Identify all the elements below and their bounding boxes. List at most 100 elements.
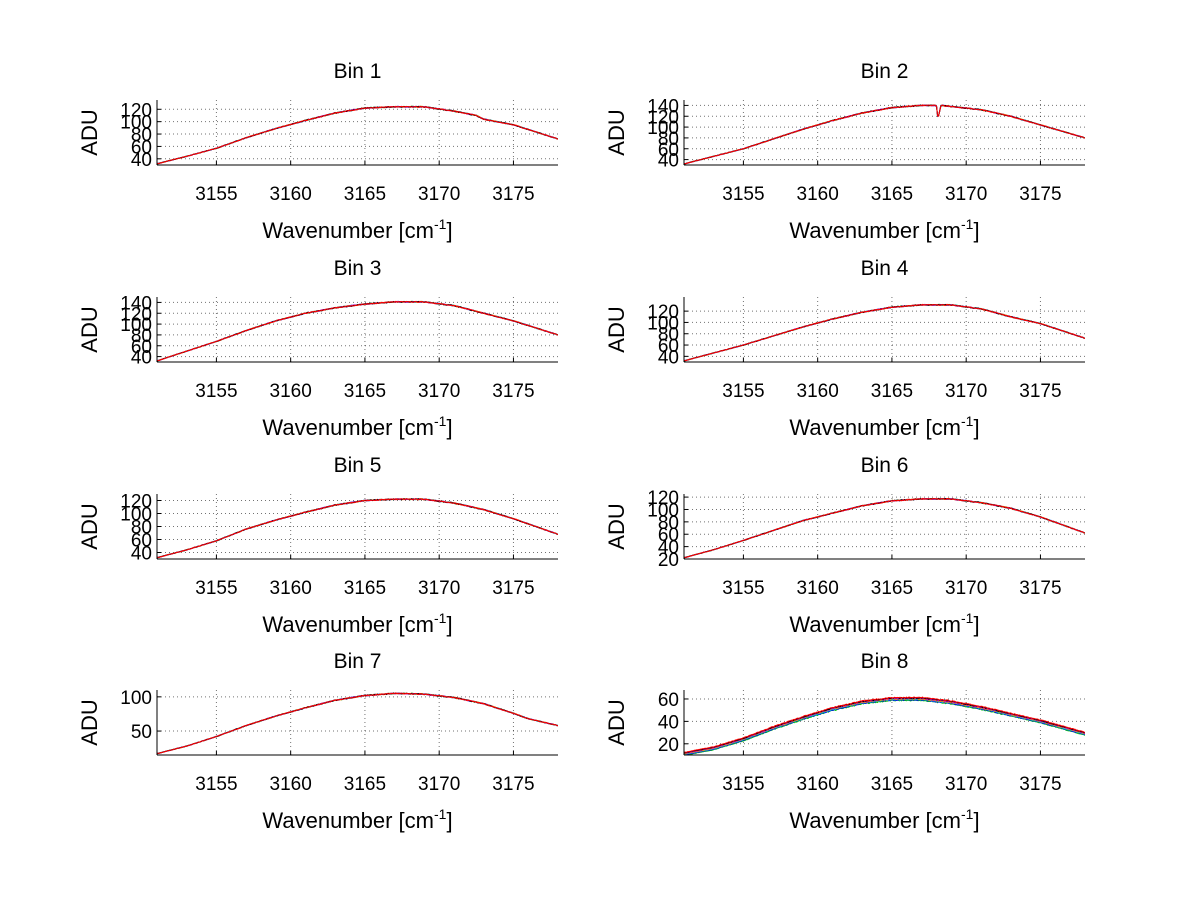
x-tick-label: 3175 xyxy=(1019,578,1061,599)
x-axis-label-close: ] xyxy=(446,808,452,833)
y-axis-label: ADU xyxy=(604,699,629,745)
y-tick-label: 40 xyxy=(131,150,152,171)
x-tick-label: 3160 xyxy=(270,578,312,599)
y-tick-label: 40 xyxy=(658,712,679,733)
x-tick-label: 3170 xyxy=(945,184,987,205)
x-tick-label: 3155 xyxy=(195,774,237,795)
x-axis-label: Wavenumber [cm-1] xyxy=(789,610,979,637)
y-tick-label: 50 xyxy=(131,722,152,743)
subplot-title: Bin 8 xyxy=(861,650,909,673)
x-axis-label: Wavenumber [cm-1] xyxy=(789,216,979,243)
subplot-bin-7: Bin 7 3155 3160 3165 3170 3175 50 100 Wavenumber… xyxy=(77,650,558,833)
x-axis-label-close: ] xyxy=(973,808,979,833)
subplot-title: Bin 1 xyxy=(334,60,382,83)
x-tick-label: 3165 xyxy=(344,578,386,599)
x-tick-label: 3155 xyxy=(195,184,237,205)
y-tick-label: 100 xyxy=(120,315,152,336)
y-tick-label: 100 xyxy=(120,505,152,526)
x-axis-label-main: Wavenumber [cm xyxy=(262,808,434,833)
x-tick-label: 3165 xyxy=(344,774,386,795)
y-tick-label: 80 xyxy=(658,129,679,150)
y-tick-label: 40 xyxy=(131,348,152,369)
y-tick-label: 40 xyxy=(658,538,679,559)
x-tick-label: 3160 xyxy=(797,184,839,205)
x-axis-label-main: Wavenumber [cm xyxy=(789,415,961,440)
y-tick-label: 100 xyxy=(120,688,152,709)
x-tick-label: 3160 xyxy=(270,774,312,795)
y-axis-label: ADU xyxy=(77,503,102,549)
x-tick-label: 3160 xyxy=(270,381,312,402)
x-tick-label: 3160 xyxy=(797,774,839,795)
x-tick-label: 3155 xyxy=(195,381,237,402)
y-tick-label: 80 xyxy=(131,125,152,146)
subplot-bin-2: Bin 2 3155 3160 3165 3170 3175 406080100120140… xyxy=(604,60,1085,243)
y-tick-label: 100 xyxy=(647,118,679,139)
y-tick-label: 60 xyxy=(658,690,679,711)
spectrum-line xyxy=(157,498,558,558)
x-axis-label-exponent: -1 xyxy=(961,413,974,429)
subplot-title: Bin 3 xyxy=(334,257,382,280)
x-tick-label: 3175 xyxy=(1019,381,1061,402)
x-tick-label: 3160 xyxy=(797,381,839,402)
x-tick-label: 3170 xyxy=(418,381,460,402)
x-tick-label: 3155 xyxy=(722,578,764,599)
y-tick-label: 60 xyxy=(131,531,152,552)
y-tick-label: 140 xyxy=(647,96,679,117)
y-tick-label: 120 xyxy=(120,492,152,513)
y-axis-label: ADU xyxy=(604,503,629,549)
y-tick-label: 80 xyxy=(131,518,152,539)
x-tick-label: 3170 xyxy=(418,774,460,795)
x-axis-label-main: Wavenumber [cm xyxy=(789,612,961,637)
y-tick-label: 20 xyxy=(658,550,679,571)
x-tick-label: 3175 xyxy=(492,774,534,795)
x-tick-label: 3175 xyxy=(492,381,534,402)
subplot-title: Bin 2 xyxy=(861,60,909,83)
spectrum-line xyxy=(684,303,1085,362)
y-tick-label: 40 xyxy=(658,347,679,368)
y-tick-label: 140 xyxy=(120,293,152,314)
y-tick-label: 120 xyxy=(120,304,152,325)
y-tick-label: 120 xyxy=(647,488,679,509)
spectrum-line xyxy=(684,696,1085,753)
x-tick-label: 3165 xyxy=(871,184,913,205)
spectrum-line xyxy=(157,300,558,362)
x-axis-label: Wavenumber [cm-1] xyxy=(789,806,979,833)
x-axis-label: Wavenumber [cm-1] xyxy=(262,610,452,637)
x-axis-label-main: Wavenumber [cm xyxy=(262,415,434,440)
x-tick-label: 3170 xyxy=(945,381,987,402)
y-tick-label: 100 xyxy=(647,313,679,334)
spectrum-line xyxy=(157,692,558,754)
x-axis-label: Wavenumber [cm-1] xyxy=(262,216,452,243)
x-axis-label-exponent: -1 xyxy=(961,216,974,232)
x-tick-label: 3155 xyxy=(722,774,764,795)
y-tick-label: 60 xyxy=(658,525,679,546)
y-tick-label: 80 xyxy=(658,513,679,534)
x-tick-label: 3175 xyxy=(1019,774,1061,795)
y-tick-label: 20 xyxy=(658,735,679,756)
x-tick-label: 3170 xyxy=(418,184,460,205)
x-axis-label-exponent: -1 xyxy=(961,610,974,626)
x-axis-label-close: ] xyxy=(446,415,452,440)
x-tick-label: 3165 xyxy=(871,381,913,402)
x-axis-label-exponent: -1 xyxy=(434,610,447,626)
x-tick-label: 3170 xyxy=(945,578,987,599)
subplot-bin-3: Bin 3 3155 3160 3165 3170 3175 406080100120140… xyxy=(77,257,558,440)
x-tick-label: 3165 xyxy=(871,578,913,599)
x-axis-label-main: Wavenumber [cm xyxy=(789,218,961,243)
y-axis-label: ADU xyxy=(77,109,102,155)
x-axis-label-close: ] xyxy=(973,612,979,637)
spectrum-line xyxy=(157,105,558,165)
x-axis-label-main: Wavenumber [cm xyxy=(789,808,961,833)
y-axis-label: ADU xyxy=(604,306,629,352)
spectrum-line xyxy=(684,497,1085,558)
x-tick-label: 3175 xyxy=(492,578,534,599)
subplot-title: Bin 4 xyxy=(861,257,909,280)
y-tick-label: 80 xyxy=(131,326,152,347)
spectrum-line xyxy=(684,104,1085,165)
x-axis-label-close: ] xyxy=(446,612,452,637)
